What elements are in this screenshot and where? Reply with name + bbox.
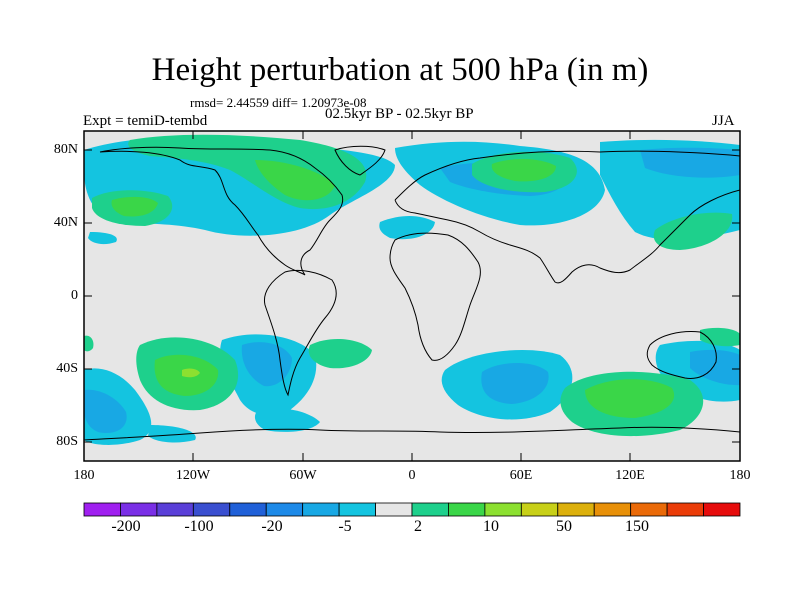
colorbar-label: 50 [556,518,572,535]
colorbar-swatch [83,502,121,517]
colorbar-label: 150 [625,518,649,535]
coast-north-america [99,146,344,276]
stats-label: rmsd= 2.44559 diff= 1.20973e-08 [190,95,367,110]
colorbar-swatch [156,502,194,517]
colorbar-swatch [338,502,376,517]
coast-greenland [334,145,386,176]
contour-green [491,158,556,182]
contour-blue [84,389,127,434]
lon-label: 120W [175,468,211,483]
contour-green [111,196,158,217]
colorbar-label: -200 [111,518,141,535]
colorbar-swatch [265,502,304,517]
colorbar-swatch [448,502,486,517]
coast-australia [646,331,717,379]
colorbar-swatch [557,502,595,517]
colorbar-swatch [375,502,413,517]
lon-label: 120E [615,468,645,483]
experiment-label: Expt = temiD-tembd [83,113,208,129]
colorbar-label: -5 [338,518,352,535]
colorbar-swatch [630,502,668,517]
contour-blue [640,147,740,178]
contour-cyan [254,408,320,432]
coast-south-america [263,269,337,397]
lat-label: 80S [56,434,78,449]
contour-fills [84,131,740,461]
lon-label: 60W [289,468,317,483]
lat-label: 40S [56,361,78,376]
coastlines [84,145,740,441]
colorbar-swatch [703,502,741,517]
lon-label: 180 [729,468,751,483]
colorbar-swatch [302,502,340,517]
colorbar-swatch [484,502,522,517]
colorbar-swatch [520,502,559,517]
colorbar-label: 10 [483,518,499,535]
colorbar-swatch [411,502,449,517]
colorbar-swatch [229,502,267,517]
contour-green [653,212,733,250]
colorbar-label: 2 [414,518,422,535]
colorbar-label: -20 [261,518,283,535]
colorbar-swatch [666,502,704,517]
lat-label: 40N [53,215,78,230]
colorbar-label: -100 [184,518,214,535]
colorbar-swatch [192,502,231,517]
contour-green [700,327,740,347]
contour-green [84,335,94,352]
coast-eurasia [394,150,740,284]
contour-green [308,338,372,369]
lon-label: 0 [408,468,416,483]
map-title: Height perturbation at 500 hPa (in m) [151,52,649,88]
colorbar [83,502,741,517]
coast-antarctica [84,426,740,441]
lon-label: 60E [509,468,533,483]
contour-cyan [88,232,117,245]
coast-africa [389,232,481,361]
lat-label: 0 [71,288,78,303]
contour-green [585,379,675,418]
colorbar-swatch [120,502,158,517]
axis-ticks [84,131,740,461]
contour-green [182,368,200,378]
period-label: 02.5kyr BP - 02.5kyr BP [325,106,474,122]
contour-cyan [148,425,196,443]
colorbar-swatch [593,502,632,517]
season-label: JJA [712,113,735,129]
lon-label: 180 [73,468,95,483]
lat-label: 80N [53,142,78,157]
contour-green [255,160,335,201]
contour-blue [481,363,549,404]
